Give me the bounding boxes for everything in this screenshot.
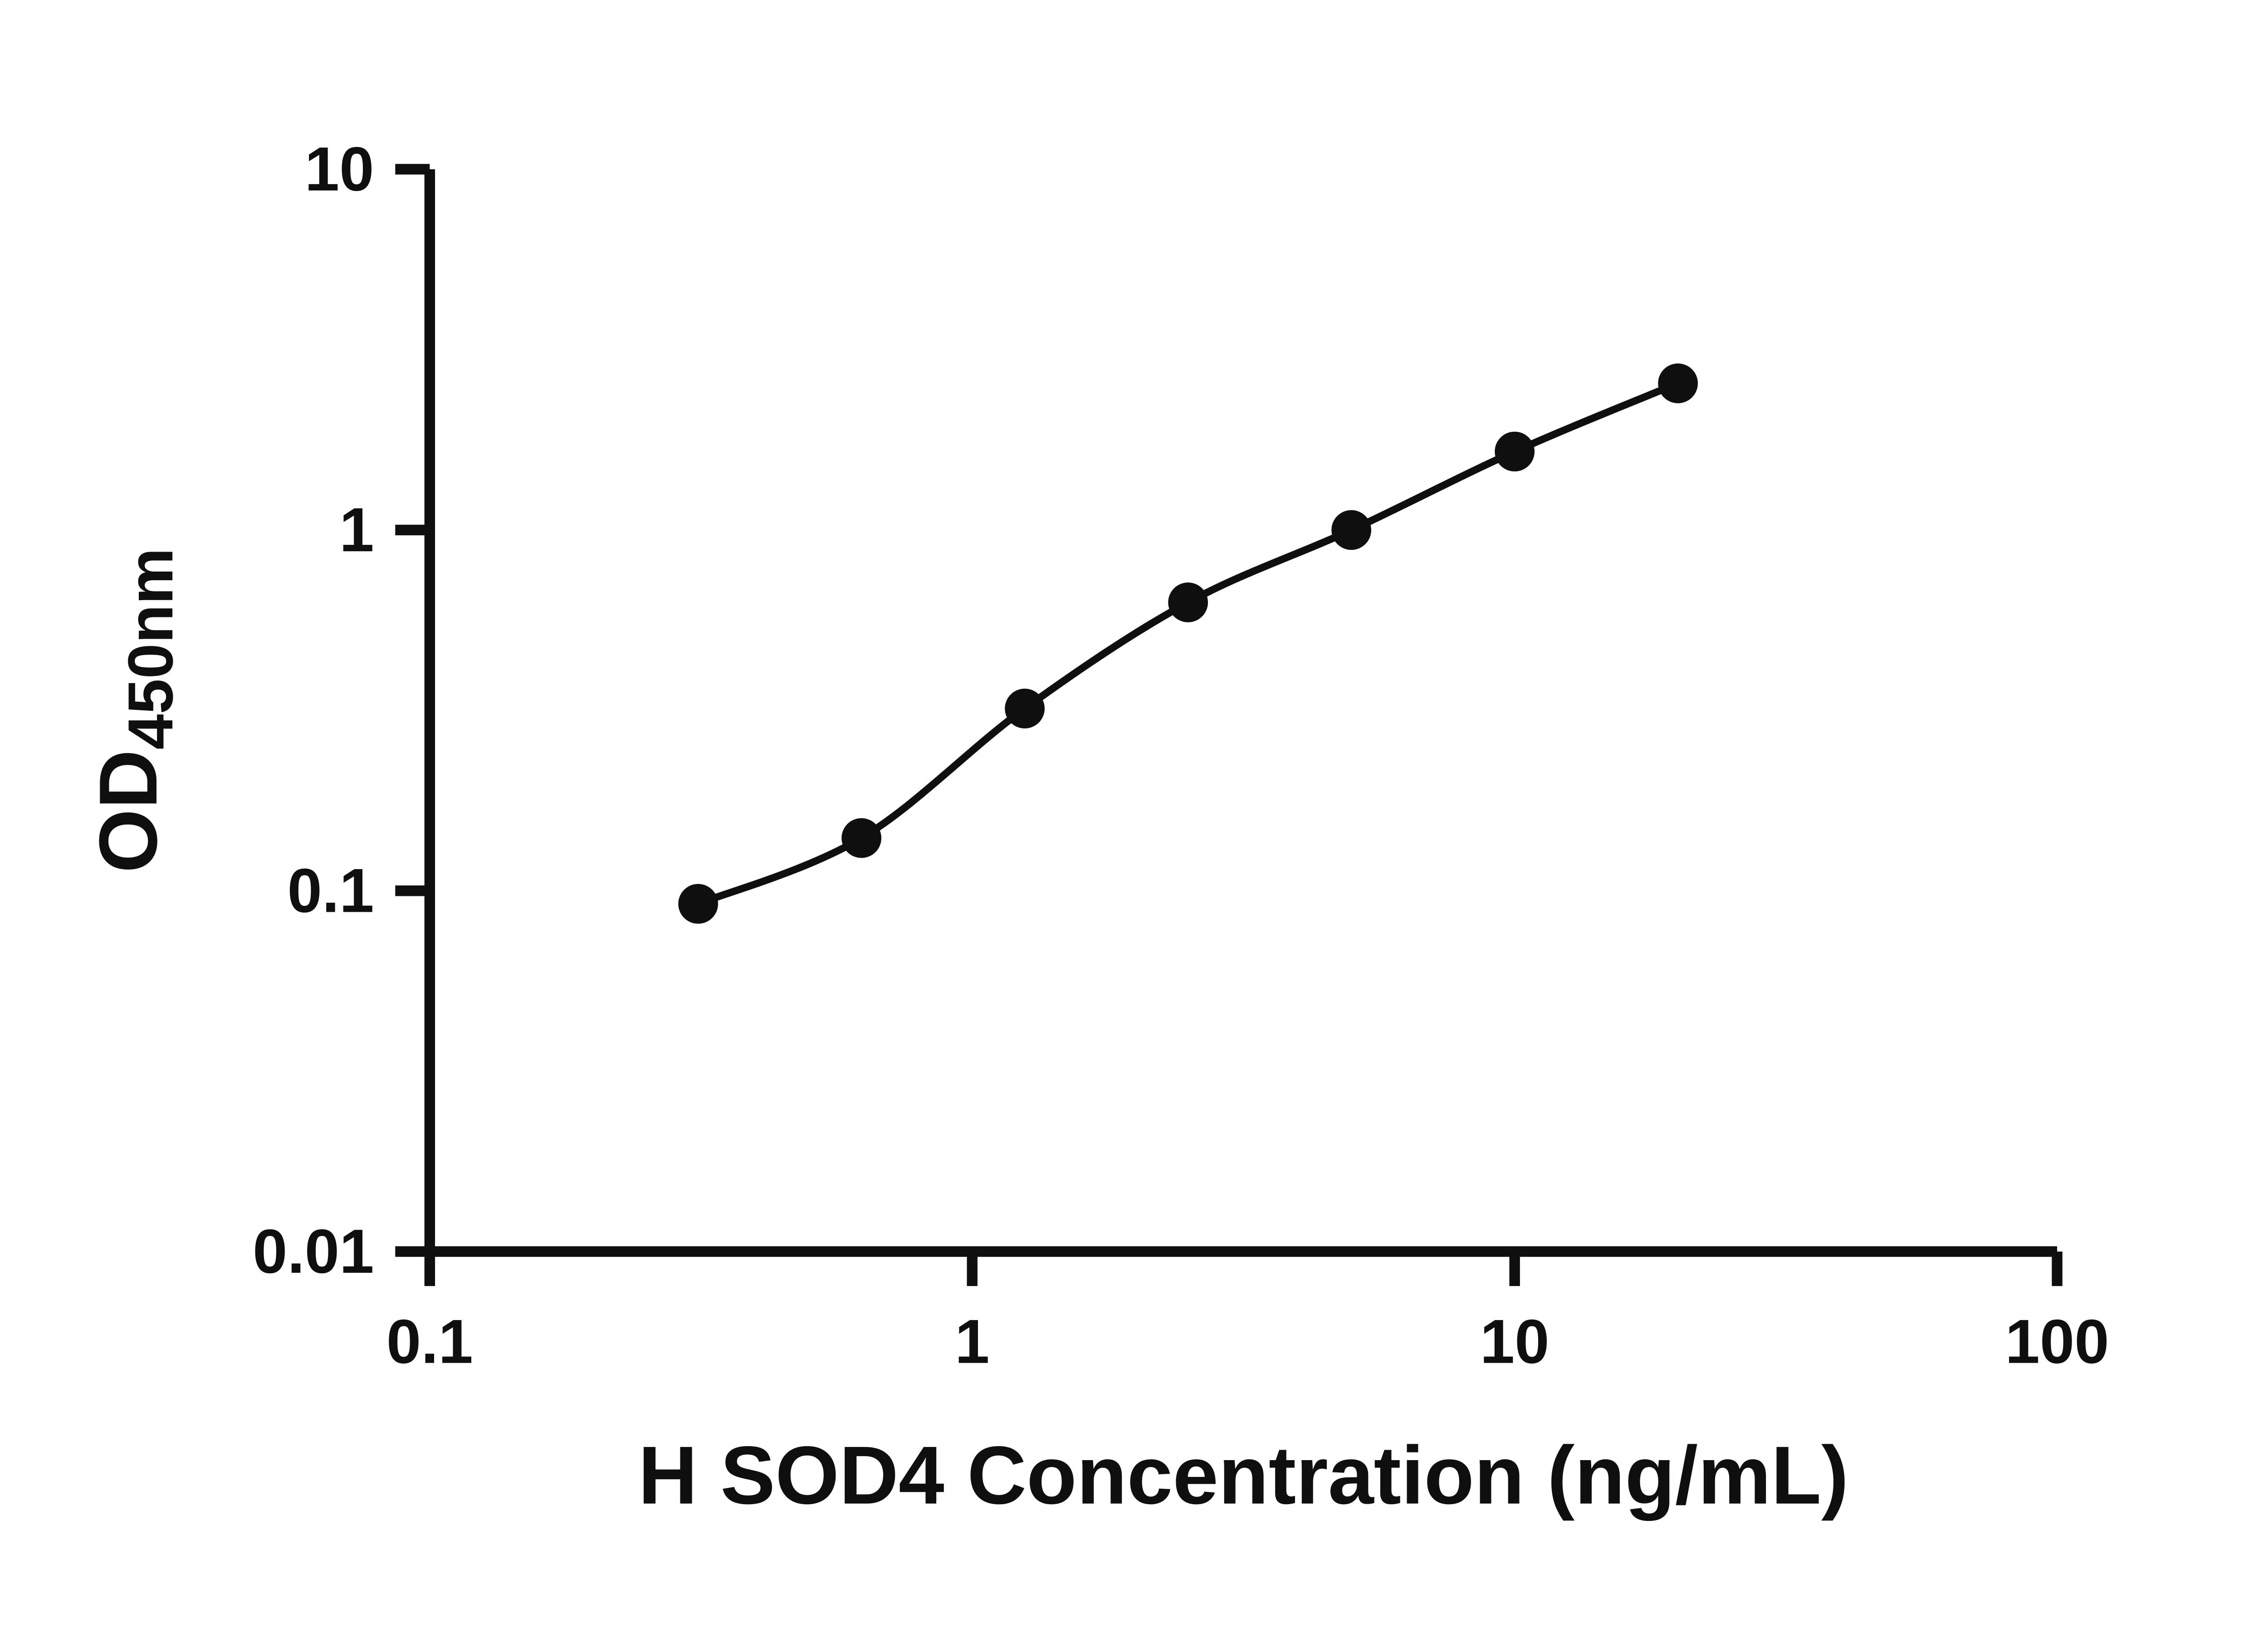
x-tick-label: 100 (2005, 1307, 2109, 1377)
data-point (1168, 582, 1208, 622)
data-point (1331, 510, 1372, 550)
y-tick-label: 0.01 (253, 1217, 374, 1286)
y-tick-label: 10 (305, 135, 374, 204)
x-tick-label: 0.1 (386, 1307, 473, 1377)
x-tick-label: 10 (1480, 1307, 1549, 1377)
data-point (1005, 689, 1045, 728)
data-point (841, 818, 882, 858)
data-point (678, 884, 719, 924)
y-tick-label: 0.1 (288, 856, 374, 926)
x-tick-label: 1 (955, 1307, 989, 1377)
x-axis-title: H SOD4 Concentration (ng/mL) (638, 1430, 1849, 1521)
y-tick-label: 1 (339, 495, 374, 565)
data-point (1658, 363, 1698, 403)
y-axis-title: OD450nm (83, 548, 186, 873)
data-point (1495, 431, 1535, 472)
